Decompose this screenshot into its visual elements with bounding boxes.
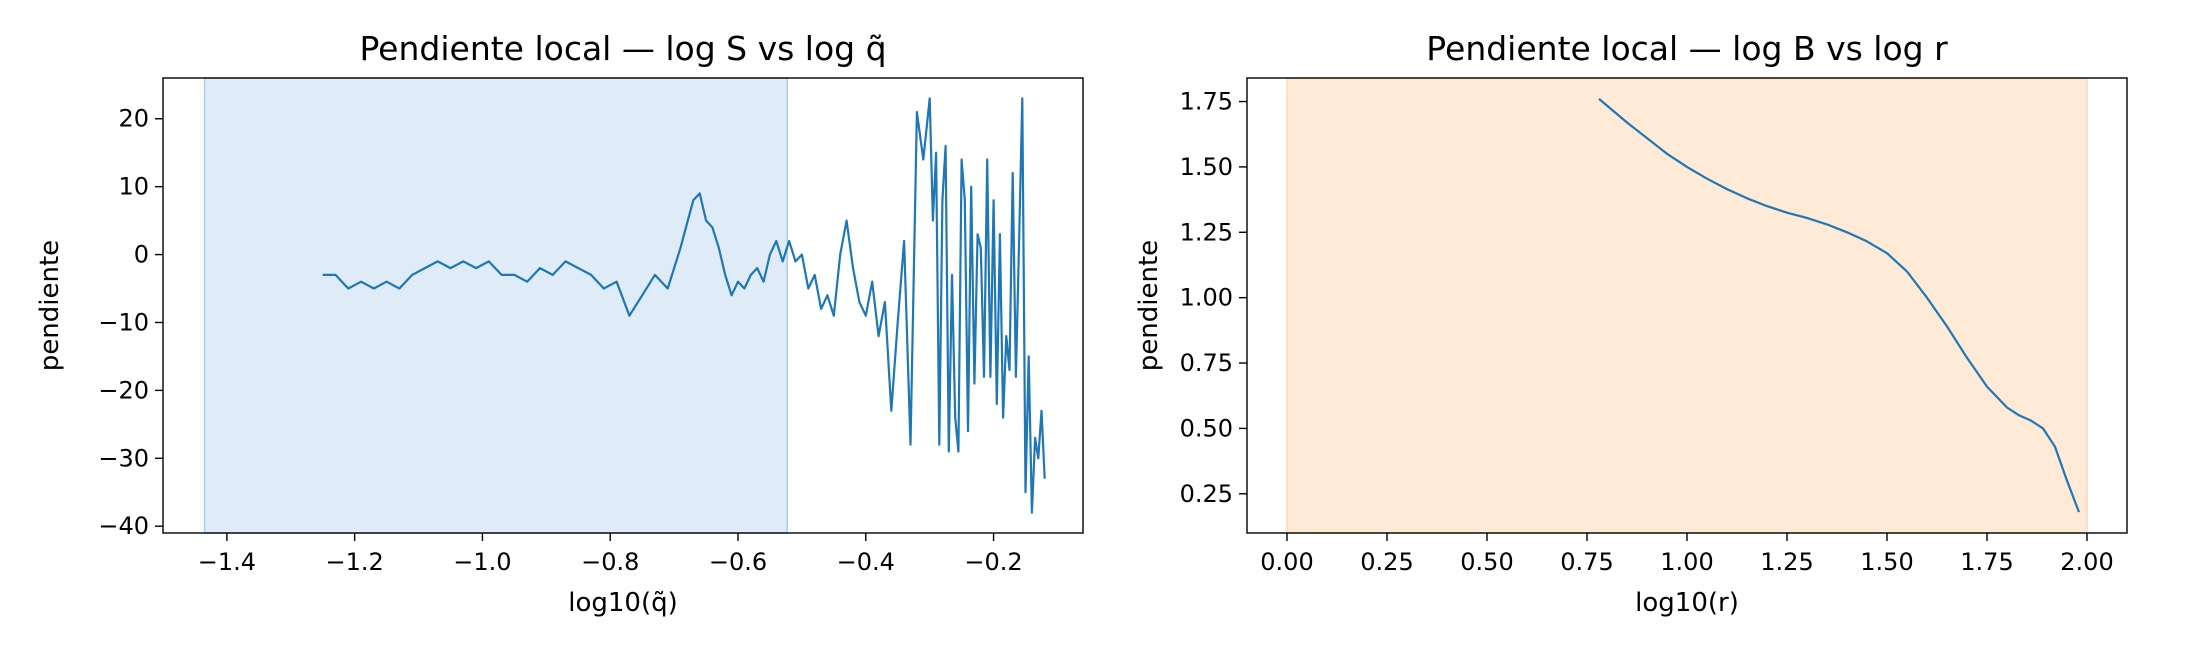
right-x-tick-label: 0.25: [1360, 548, 1413, 576]
right-x-tick-label: 0.00: [1260, 548, 1313, 576]
left-x-tick-label: −0.4: [837, 548, 895, 576]
right-x-tick-label: 1.75: [1960, 548, 2013, 576]
left-plot-frame: [162, 77, 1084, 534]
left-y-tick-label: 10: [118, 173, 149, 201]
right-x-tick-label: 0.50: [1460, 548, 1513, 576]
left-y-tick-label: −40: [98, 512, 149, 540]
left-x-tick-label: −1.0: [453, 548, 511, 576]
left-chart-title: Pendiente local — log S vs log q̃: [359, 29, 886, 68]
right-x-tick-label: 1.50: [1860, 548, 1913, 576]
left-y-tick-label: −30: [98, 444, 149, 472]
left-y-axis-label: pendiente: [35, 240, 65, 371]
right-y-tick-label: 1.25: [1180, 218, 1233, 246]
right-x-tick-label: 1.25: [1760, 548, 1813, 576]
right-x-tick-label: 0.75: [1560, 548, 1613, 576]
left-shaded-region: [203, 77, 788, 534]
left-x-axis-label: log10(q̃): [568, 588, 678, 618]
right-chart-title: Pendiente local — log B vs log r: [1426, 29, 1948, 68]
chart-right-panel: 0.00 0.25 0.50 0.75 1.00 1.25 1.50 1.75 2.00 1.7…: [1134, 29, 2128, 618]
left-y-tick-label: −10: [98, 308, 149, 336]
left-x-tick-label: −0.2: [964, 548, 1022, 576]
right-shaded-region: [1286, 77, 2088, 534]
right-series-line-0: [1598, 98, 2081, 513]
left-y-tick-label: −20: [98, 376, 149, 404]
right-y-tick-label: 1.75: [1180, 88, 1233, 116]
chart-left-panel: −1.4 −1.2 −1.0 −0.8 −0.6 −0.4 −0.2 20 10 0 −10 −20…: [35, 29, 1084, 618]
right-y-tick-label: 0.75: [1180, 349, 1233, 377]
right-y-tick-label: 0.50: [1180, 414, 1233, 442]
right-y-axis-label: pendiente: [1134, 240, 1164, 371]
left-x-tick-label: −1.4: [198, 548, 256, 576]
right-y-tick-label: 1.50: [1180, 153, 1233, 181]
left-y-tick-label: 0: [134, 241, 149, 269]
right-x-tick-label: 2.00: [2060, 548, 2113, 576]
right-x-axis-label: log10(r): [1635, 588, 1739, 618]
left-y-tick-label: 20: [118, 105, 149, 133]
right-y-tick-label: 1.00: [1180, 284, 1233, 312]
left-series-line-0: [322, 97, 1046, 514]
right-x-tick-label: 1.00: [1660, 548, 1713, 576]
right-y-tick-label: 0.25: [1180, 480, 1233, 508]
left-x-tick-label: −0.8: [581, 548, 639, 576]
left-x-tick-label: −0.6: [709, 548, 767, 576]
left-x-tick-label: −1.2: [326, 548, 384, 576]
